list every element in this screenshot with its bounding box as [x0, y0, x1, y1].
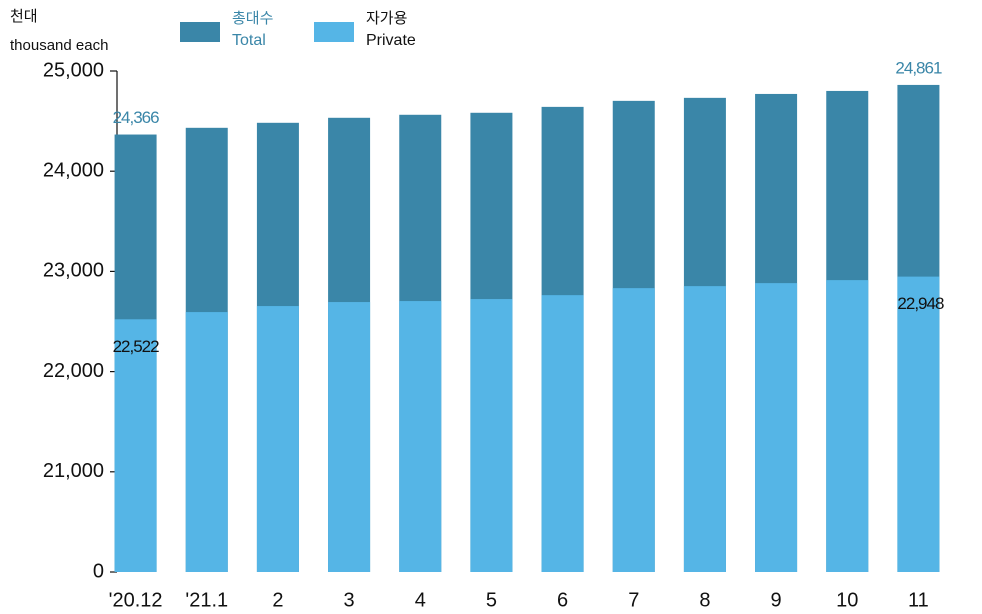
y-tick-label: 23,000: [43, 260, 104, 282]
bar: [256, 306, 299, 572]
legend-swatch: [180, 22, 220, 42]
bar: [114, 319, 157, 572]
x-tick-label: '20.12: [109, 589, 163, 611]
value-label: 24,366: [113, 108, 160, 127]
bar: [683, 286, 726, 572]
bar: [541, 295, 584, 572]
legend-label: Total: [232, 32, 266, 49]
bar: [612, 288, 655, 572]
y-tick-label: 0: [93, 560, 104, 582]
x-tick-label: 5: [486, 589, 497, 611]
value-label: 22,522: [113, 337, 160, 356]
y-unit-ko: 천대: [10, 8, 38, 25]
y-tick-label: 22,000: [43, 360, 104, 382]
bar: [755, 283, 798, 572]
bar: [399, 301, 442, 572]
value-label: 24,861: [895, 58, 942, 77]
x-tick-label: 10: [836, 589, 858, 611]
y-unit-en: thousand each: [10, 37, 108, 54]
y-tick-label: 21,000: [43, 460, 104, 482]
x-tick-label: 2: [272, 589, 283, 611]
bar: [185, 312, 228, 572]
bar: [328, 302, 371, 572]
x-tick-label: '21.1: [185, 589, 228, 611]
bar: [826, 280, 869, 572]
bar: [897, 276, 940, 572]
x-tick-label: 4: [415, 589, 426, 611]
legend-label: 총대수: [232, 10, 273, 27]
legend-label: 자가용: [366, 10, 407, 27]
legend-swatch: [314, 22, 354, 42]
x-tick-label: 9: [771, 589, 782, 611]
y-tick-label: 24,000: [43, 159, 104, 181]
x-tick-label: 6: [557, 589, 568, 611]
bar: [470, 299, 513, 572]
x-tick-label: 11: [908, 589, 929, 611]
y-tick-label: 25,000: [43, 59, 104, 81]
value-label: 22,948: [897, 294, 944, 313]
legend-label: Private: [366, 32, 416, 49]
x-tick-label: 3: [344, 589, 355, 611]
x-tick-label: 8: [699, 589, 710, 611]
x-tick-label: 7: [628, 589, 639, 611]
